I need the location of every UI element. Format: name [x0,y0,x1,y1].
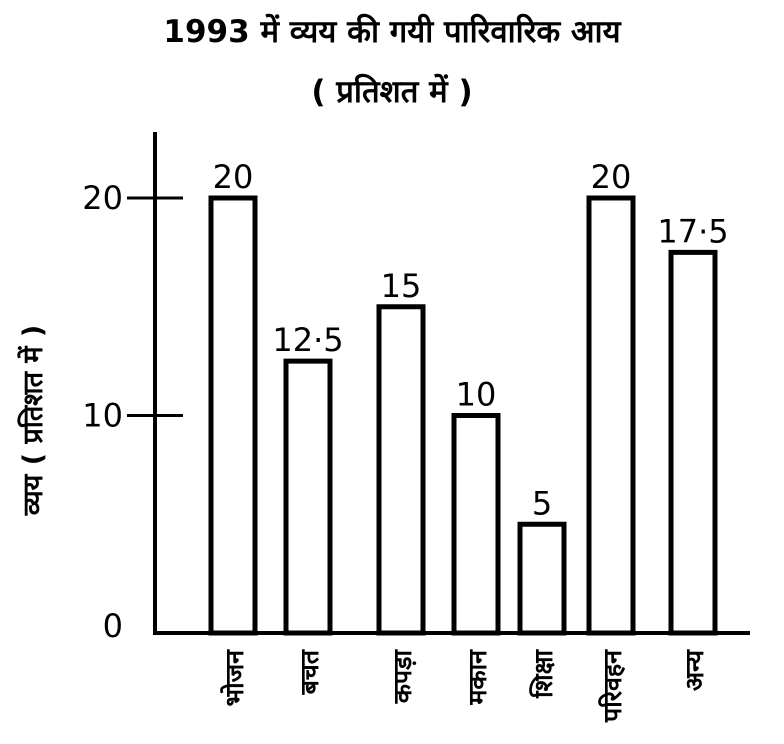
bar [586,195,636,636]
x-tick-label: शिक्षा [529,648,558,698]
bar-value-label: 20 [591,158,632,196]
x-tick-label: कपड़ा [388,648,417,704]
bar [668,249,718,636]
bar [451,413,501,636]
bar-value-label: 10 [456,376,497,414]
x-tick-label: बचत [295,648,324,695]
bar [208,195,258,636]
y-axis-label: व्यय ( प्रतिशत में ) [17,325,49,516]
bar-value-label: 15 [381,267,422,305]
bar [283,358,333,636]
bar-value-label: 5 [532,484,552,522]
chart-title: 1993 में व्यय की गयी पारिवारिक आय [163,14,621,50]
bar-value-label: 12·5 [272,321,343,359]
chart-subtitle: ( प्रतिशत में ) [311,74,473,110]
bar-value-label: 20 [213,158,254,196]
chart-value-labels: 20 12·5 15 10 5 20 17·5 [213,158,729,522]
chart-axes: 0 10 20 [82,132,750,645]
bar [376,304,426,636]
x-tick-label: भोजन [220,649,249,707]
bar [517,521,567,636]
chart-category-labels: भोजन बचत कपड़ा मकान शिक्षा परिवहन अन्य [220,648,709,723]
chart-bars [208,195,718,636]
x-tick-label: परिवहन [598,649,627,723]
y-tick-label: 0 [103,607,123,645]
x-tick-label: अन्य [680,649,709,691]
y-tick-label: 10 [82,397,123,435]
y-tick-label: 20 [82,179,123,217]
x-tick-label: मकान [463,649,492,706]
bar-value-label: 17·5 [657,212,728,250]
